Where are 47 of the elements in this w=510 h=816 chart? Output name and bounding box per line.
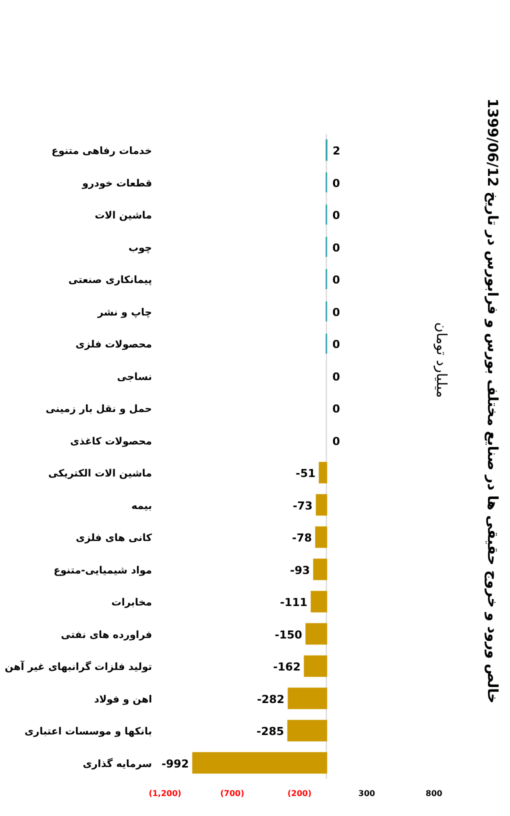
y-tick-label: اهن و فولاد bbox=[94, 694, 152, 706]
y-tick-label: حمل و نقل بار زمینی bbox=[46, 404, 152, 416]
y-tick-label: ماشین الات bbox=[94, 210, 152, 222]
text: خالص ورود و خروج حقیقی ها در صنایع مختلف بورس و فرابورس در تاریخ 1399/06/12 bbox=[484, 98, 500, 704]
data-label: -73 bbox=[292, 499, 313, 512]
y-tick-label: کانی های فلزی bbox=[76, 533, 152, 544]
y-tick-label: قطعات خودرو bbox=[81, 178, 152, 190]
data-label: -992 bbox=[161, 757, 189, 770]
data-label: -93 bbox=[290, 564, 310, 577]
data-label: 0 bbox=[332, 306, 340, 319]
y-tick-label: تولید فلزات گرانبهای غیر آهن bbox=[4, 660, 152, 674]
y-tick-label: چاپ و نشر bbox=[96, 307, 152, 318]
y-tick-label: نساجی bbox=[116, 372, 152, 383]
data-label: 0 bbox=[332, 338, 340, 352]
y-tick-label: محصولات فلزی bbox=[75, 340, 152, 351]
y-tick-label: بانکها و موسسات اعتباری bbox=[24, 726, 152, 738]
data-label: -111 bbox=[280, 596, 308, 610]
data-label: -282 bbox=[256, 692, 284, 706]
y-tick-label: ماشین الات الکتریکی bbox=[48, 468, 152, 480]
y-tick-label: سرمایه گذاری bbox=[82, 756, 152, 770]
text: میلیارد تومان bbox=[433, 322, 449, 398]
y-tick-label: مواد شیمیایی-متنوع bbox=[54, 565, 152, 576]
data-label: 0 bbox=[332, 209, 340, 222]
data-label: 0 bbox=[332, 402, 340, 416]
y-tick-label: فراورده های نفتی bbox=[60, 630, 152, 641]
data-label: -285 bbox=[256, 725, 284, 738]
x-tick-label: (200) bbox=[287, 789, 312, 798]
y-tick-label: محصولات کاغذی bbox=[70, 436, 152, 448]
data-label: 2 bbox=[332, 144, 340, 158]
y-tick-label: خدمات رفاهی متنوع bbox=[51, 146, 152, 158]
x-tick-label: (1,200) bbox=[148, 789, 182, 798]
y-tick-label: مخابرات bbox=[111, 598, 152, 609]
x-tick-label: 800 bbox=[426, 789, 443, 798]
x-tick-label: (700) bbox=[220, 789, 244, 798]
data-label: 0 bbox=[332, 370, 340, 384]
x-tick-label: 300 bbox=[358, 789, 376, 798]
y-tick-label: بیمه bbox=[131, 500, 152, 512]
data-label: -78 bbox=[292, 532, 312, 545]
data-label: 0 bbox=[332, 241, 340, 254]
y-tick-label: پیمانکاری صنعتی bbox=[68, 275, 152, 286]
data-label: -150 bbox=[274, 628, 303, 642]
y-tick-label: چوب bbox=[128, 242, 152, 254]
data-label: -51 bbox=[296, 467, 316, 480]
data-label: 0 bbox=[332, 176, 340, 190]
data-label: 0 bbox=[332, 434, 340, 448]
data-label: 0 bbox=[332, 274, 340, 287]
data-label: -162 bbox=[273, 660, 301, 674]
